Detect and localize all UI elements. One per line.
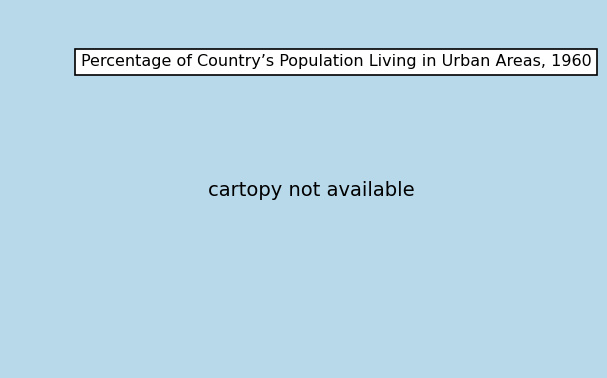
Text: Percentage of Country’s Population Living in Urban Areas, 1960: Percentage of Country’s Population Livin… bbox=[81, 54, 591, 69]
Text: cartopy not available: cartopy not available bbox=[208, 181, 415, 200]
